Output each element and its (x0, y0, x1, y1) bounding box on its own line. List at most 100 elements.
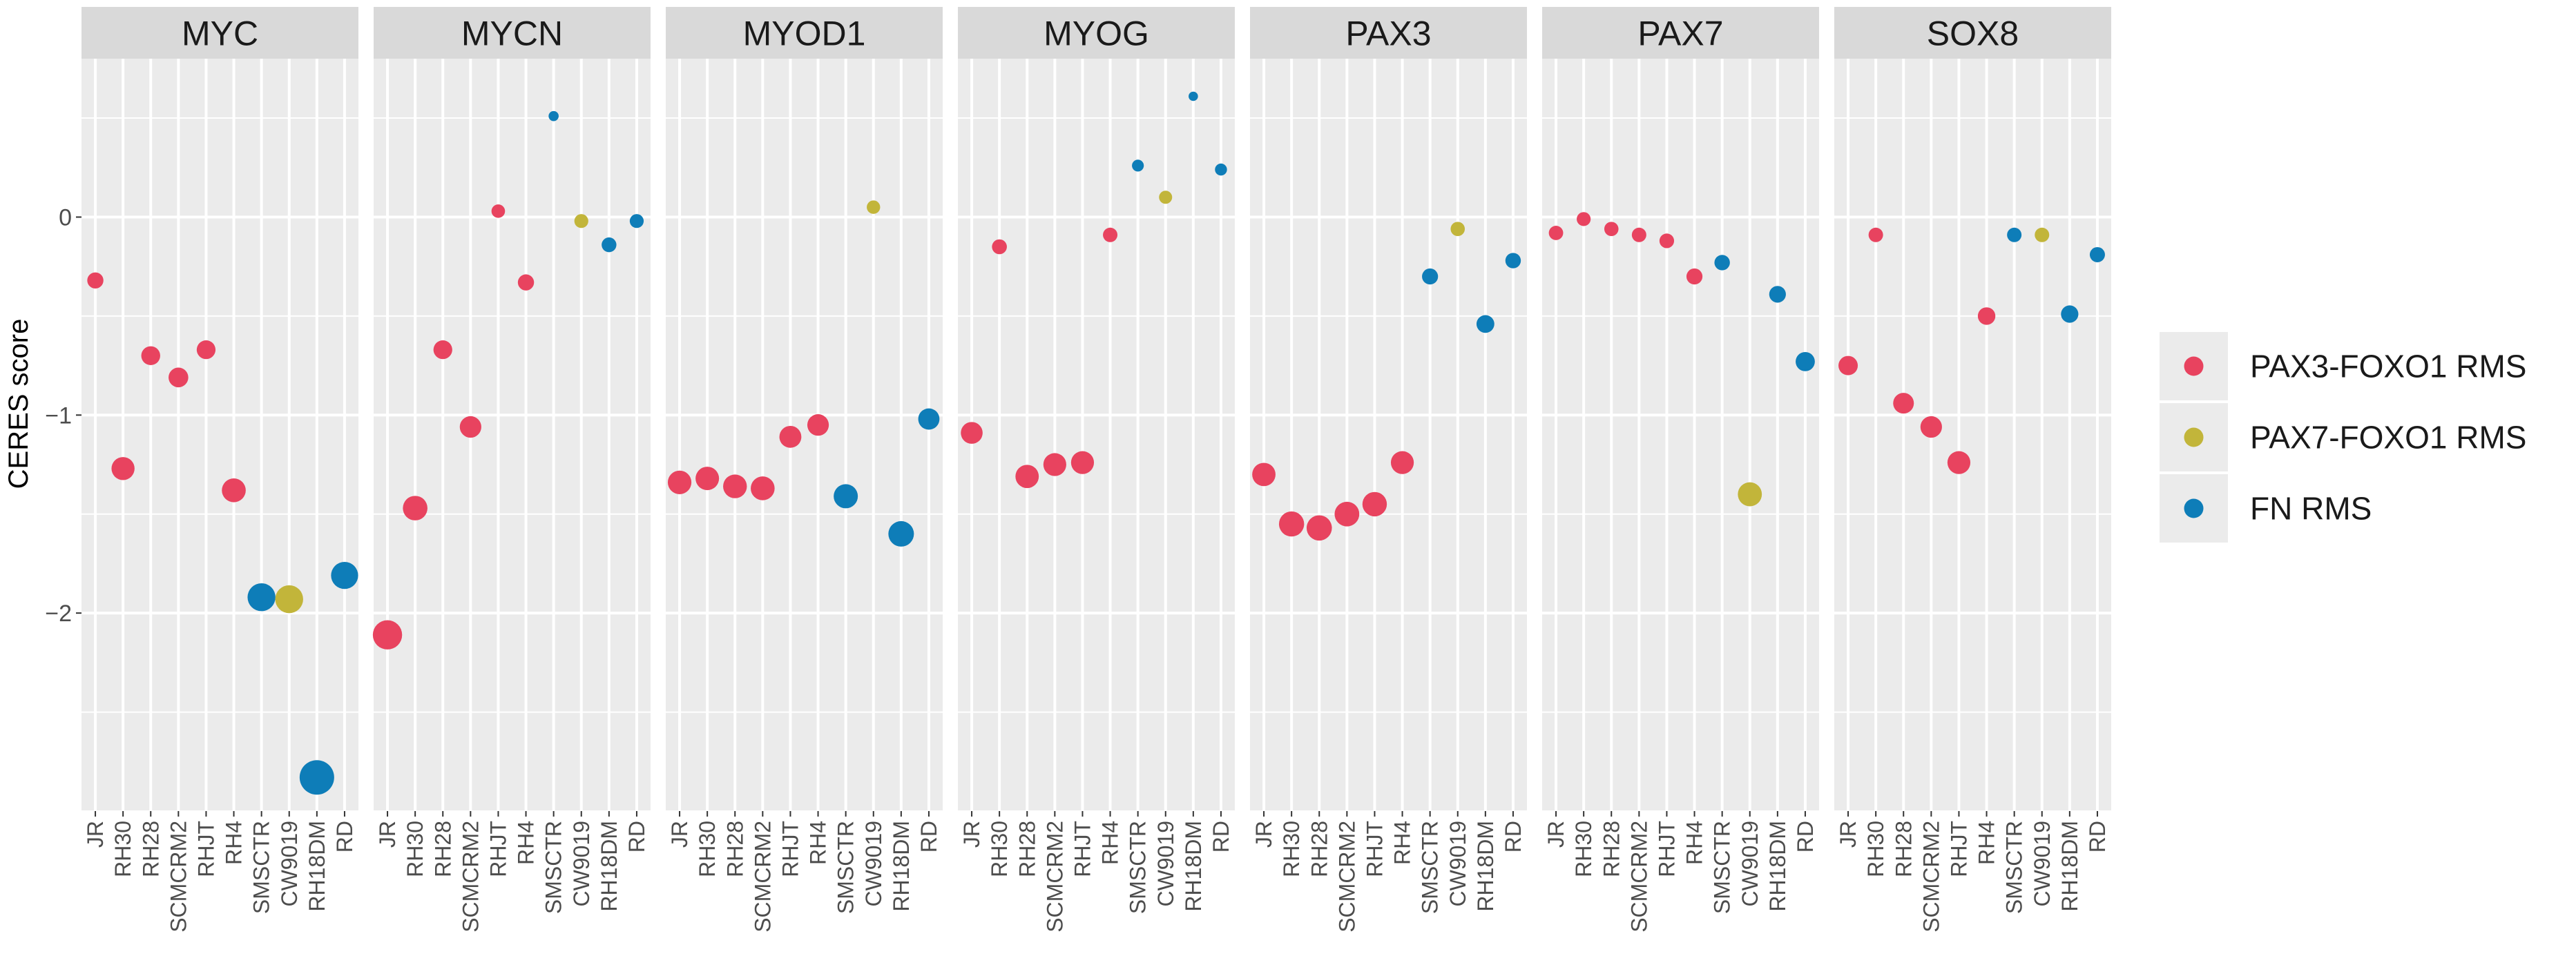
x-tick-label: SCMCRM2 (166, 821, 191, 933)
data-point-myog-smsctr (1132, 159, 1144, 172)
data-point-myc-rhjt (196, 340, 216, 360)
legend-marker (2184, 356, 2204, 376)
data-point-pax7-rh18dm (1769, 286, 1786, 303)
data-point-myog-rh4 (1103, 227, 1118, 242)
x-tick-label: JR (375, 821, 400, 848)
facet-strip-label: PAX3 (1345, 14, 1431, 53)
data-point-myc-cw9019 (275, 585, 303, 614)
x-tick-label: CW9019 (1445, 821, 1470, 907)
data-point-pax7-rh4 (1686, 268, 1703, 285)
data-point-myod1-rh28 (723, 474, 747, 498)
data-point-pax7-cw9019 (1738, 482, 1762, 507)
data-point-sox8-rh18dm (2061, 305, 2079, 323)
facet-strip-label: PAX7 (1637, 14, 1723, 53)
facet-strip-label: MYOD1 (743, 14, 866, 53)
x-tick-label: CW9019 (1738, 821, 1762, 907)
x-tick-label: RD (916, 821, 941, 852)
data-point-pax7-jr (1548, 226, 1564, 240)
x-tick-label: CW9019 (277, 821, 302, 907)
data-point-myod1-cw9019 (867, 200, 881, 214)
x-tick-label: SMSCTR (2002, 821, 2027, 914)
x-tick-label: RH18DM (1473, 821, 1498, 912)
data-point-myc-jr (87, 272, 104, 289)
legend-label: PAX3-FOXO1 RMS (2250, 349, 2526, 384)
panel-background (958, 59, 1235, 811)
data-point-myog-rh28 (1015, 465, 1039, 489)
panel-pax3: PAX3 JR RH30 RH28 SCMCRM2 RHJT RH4 SMSCTR CW9019… (1250, 7, 1527, 933)
data-point-mycn-rh4 (517, 274, 535, 291)
data-point-mycn-rhjt (491, 204, 506, 218)
data-point-sox8-jr (1838, 355, 1858, 376)
x-tick-label: RHJT (1070, 821, 1095, 877)
y-axis: 0 −1 −2 (45, 204, 81, 627)
x-tick-label: SMSCTR (541, 821, 566, 914)
x-tick-label: RHJT (1362, 821, 1387, 877)
data-point-pax3-jr (1252, 462, 1276, 487)
x-tick-label: RH18DM (1765, 821, 1790, 912)
data-point-pax3-rhjt (1362, 491, 1387, 517)
panel-background (1250, 59, 1527, 811)
data-point-myc-rh30 (111, 457, 135, 480)
x-tick-label: RD (1501, 821, 1526, 852)
data-point-sox8-scmcrm2 (1920, 416, 1942, 438)
x-tick-label: RH18DM (305, 821, 329, 912)
legend-item: PAX7-FOXO1 RMS (2160, 403, 2526, 471)
data-point-sox8-rh4 (1977, 307, 1996, 325)
x-tick-label: RH18DM (597, 821, 622, 912)
x-tick-label: RH18DM (1181, 821, 1206, 912)
facet-strip (1542, 7, 1819, 59)
x-tick-label: RH28 (722, 821, 747, 877)
x-tick-label: JR (1544, 821, 1568, 848)
data-point-pax7-smsctr (1714, 255, 1730, 271)
data-point-myod1-rh30 (695, 467, 720, 491)
data-point-myc-scmcrm2 (169, 367, 189, 388)
x-tick-label: RH28 (1015, 821, 1039, 877)
x-tick-label: RH30 (1571, 821, 1596, 877)
x-tick-label: JR (1251, 821, 1276, 848)
legend-label: FN RMS (2250, 491, 2372, 527)
data-point-sox8-rhjt (1947, 451, 1971, 474)
x-tick-label: JR (667, 821, 692, 848)
x-tick-label: SCMCRM2 (1334, 821, 1359, 933)
x-tick-label: SCMCRM2 (750, 821, 775, 933)
x-tick-label: RHJT (778, 821, 802, 877)
x-tick-label: CW9019 (2030, 821, 2055, 907)
panel-myod1: MYOD1 JR RH30 RH28 SCMCRM2 RHJT RH4 SMSCTR CW901… (666, 7, 943, 933)
data-point-pax3-scmcrm2 (1334, 501, 1360, 527)
facet-strip (666, 7, 943, 59)
x-tick-label: CW9019 (1153, 821, 1178, 907)
data-point-pax7-scmcrm2 (1631, 227, 1646, 242)
data-point-pax7-rh30 (1577, 212, 1591, 226)
legend-item: FN RMS (2160, 474, 2372, 543)
x-tick-label: RH30 (695, 821, 720, 877)
data-point-sox8-smsctr (2007, 227, 2022, 242)
x-tick-label: RH18DM (2057, 821, 2082, 912)
data-point-myog-jr (961, 422, 983, 444)
legend-marker (2184, 498, 2204, 518)
x-tick-label: RH28 (138, 821, 163, 877)
panel-myog: MYOG JR RH30 RH28 SCMCRM2 RHJT RH4 SMSCTR CW9019… (958, 7, 1235, 933)
panel-mycn: MYCN JR RH30 RH28 SCMCRM2 RHJT RH4 SMSCTR CW9019… (372, 7, 651, 933)
panel-background (1542, 59, 1819, 811)
x-tick-label: SMSCTR (1418, 821, 1443, 914)
facet-strip (1250, 7, 1527, 59)
data-point-sox8-rh28 (1893, 393, 1914, 414)
x-tick-label: SMSCTR (1710, 821, 1735, 914)
data-point-myod1-rhjt (779, 425, 802, 448)
data-point-pax3-rh18dm (1476, 315, 1494, 333)
x-tick-label: RH28 (1307, 821, 1332, 877)
x-tick-label: RH28 (1599, 821, 1624, 877)
data-point-mycn-rh28 (433, 340, 452, 360)
data-point-myog-rd (1215, 163, 1227, 176)
data-point-pax3-rh28 (1306, 515, 1332, 541)
facet-strip (374, 7, 651, 59)
x-tick-label: CW9019 (861, 821, 886, 907)
x-tick-label: RH4 (1390, 821, 1415, 865)
facet-strip (1834, 7, 2111, 59)
panel-background (666, 59, 943, 811)
data-point-myc-rh18dm (299, 760, 334, 795)
facet-strip (958, 7, 1235, 59)
x-tick-label: SCMCRM2 (1626, 821, 1651, 933)
